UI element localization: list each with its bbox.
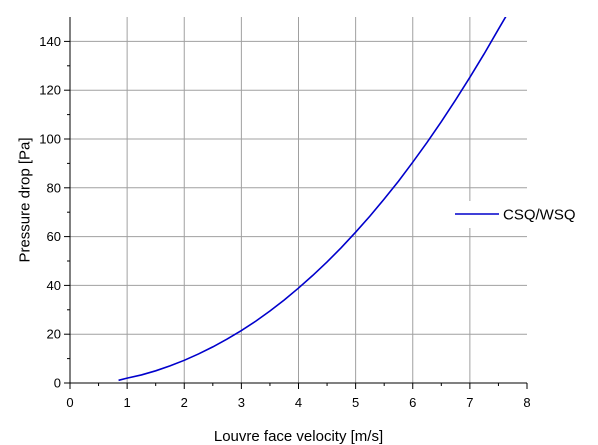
plot-area bbox=[118, 17, 507, 382]
x-tick-label: 7 bbox=[466, 395, 473, 410]
grid bbox=[70, 17, 527, 383]
y-tick-label: 20 bbox=[47, 327, 61, 342]
y-tick-label: 80 bbox=[47, 180, 61, 195]
y-tick-label: 100 bbox=[39, 132, 61, 147]
legend-series-label: CSQ/WSQ bbox=[503, 207, 576, 224]
x-tick-label: 2 bbox=[181, 395, 188, 410]
x-tick-label: 6 bbox=[409, 395, 416, 410]
y-tick-label: 0 bbox=[54, 376, 61, 391]
x-tick-label: 8 bbox=[523, 395, 530, 410]
y-tick-label: 60 bbox=[47, 229, 61, 244]
series-line bbox=[118, 17, 507, 382]
y-tick-label: 40 bbox=[47, 278, 61, 293]
y-tick-label: 120 bbox=[39, 83, 61, 98]
x-axis-label: Louvre face velocity [m/s] bbox=[214, 428, 383, 445]
legend: CSQ/WSQ bbox=[451, 201, 598, 228]
x-tick-label: 0 bbox=[66, 395, 73, 410]
y-tick-label: 140 bbox=[39, 34, 61, 49]
y-axis-label: Pressure drop [Pa] bbox=[16, 137, 33, 262]
x-tick-label: 5 bbox=[352, 395, 359, 410]
x-tick-label: 1 bbox=[124, 395, 131, 410]
x-tick-label: 4 bbox=[295, 395, 302, 410]
x-tick-label: 3 bbox=[238, 395, 245, 410]
